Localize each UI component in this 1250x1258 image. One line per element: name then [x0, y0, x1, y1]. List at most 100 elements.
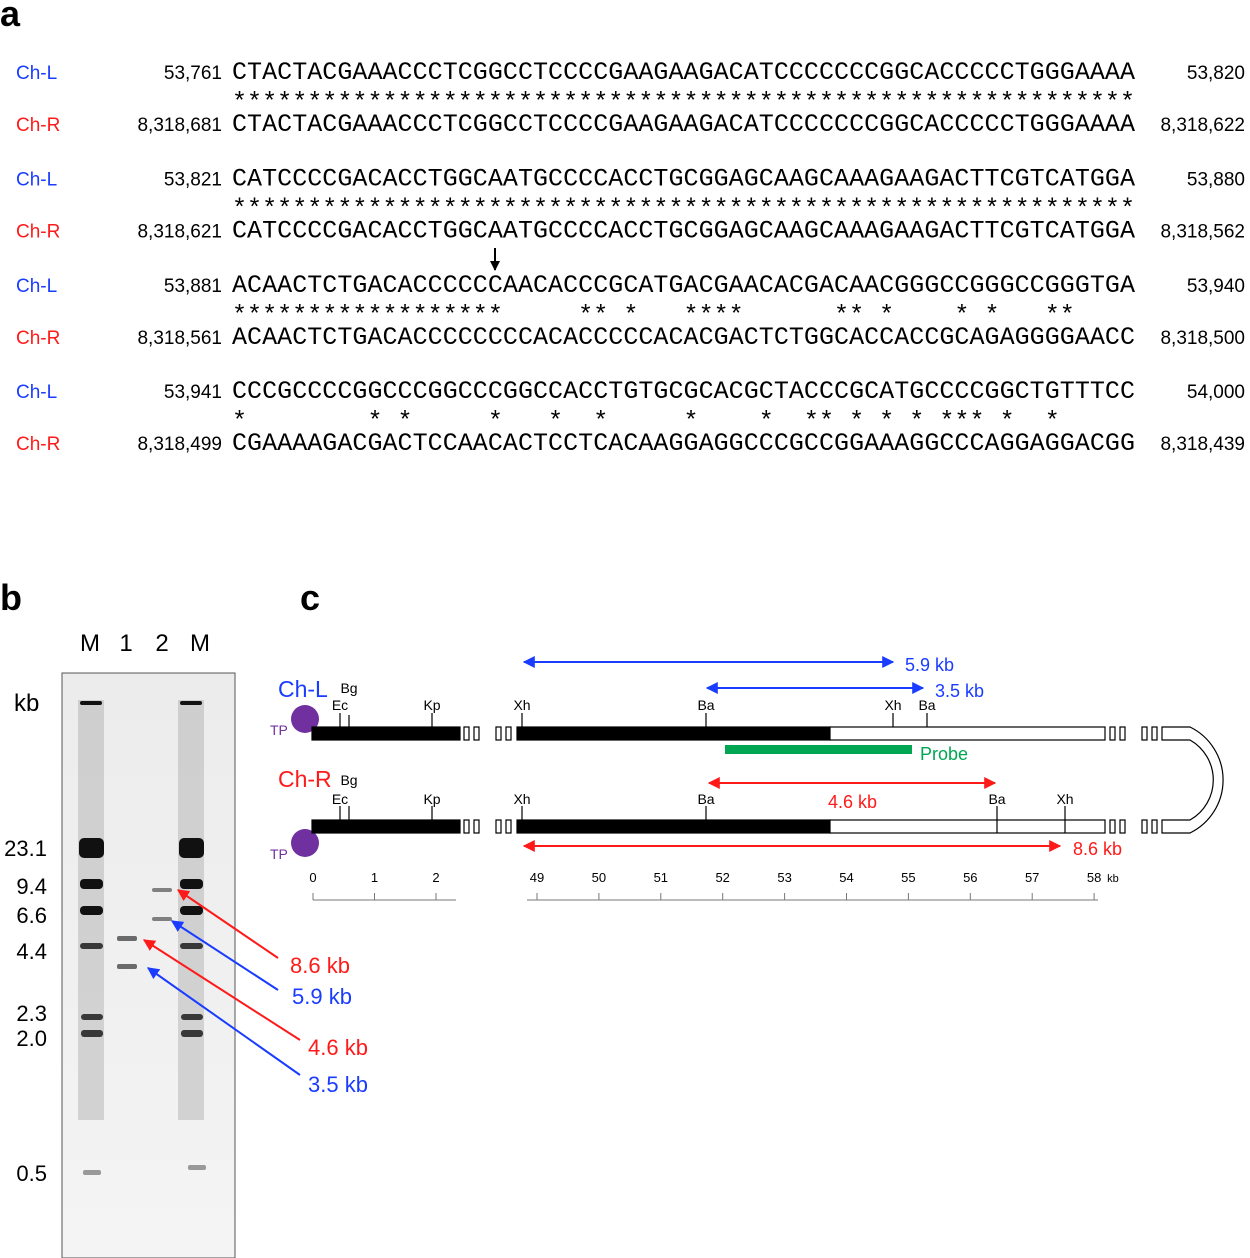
arrow [147, 967, 301, 1076]
arrow [170, 920, 279, 991]
site-label: Ec [332, 791, 348, 807]
scale-label: 56 [963, 870, 977, 885]
scale-label: 0 [309, 870, 316, 885]
marker-size: 0.5 [16, 1161, 47, 1186]
scale-unit: kb [1107, 873, 1119, 885]
tp-label: TP [270, 722, 288, 738]
lane-label: 2 [155, 630, 168, 657]
site-label: Ba [918, 697, 935, 713]
site-label: Kp [423, 697, 440, 713]
panel-label: a [0, 0, 21, 34]
site-label: Xh [884, 697, 901, 713]
sequence: ACAACTCTGACACCCCCCAACACCCGCATGACGAACACGA… [232, 271, 1135, 300]
fragment-label: 8.6 kb [1073, 839, 1122, 859]
position: 8,318,500 [1160, 328, 1245, 349]
chromosome-label: Ch-L [16, 276, 57, 297]
site-label: Ba [988, 791, 1005, 807]
marker-size: 6.6 [16, 903, 47, 928]
site-label: Bg [340, 680, 357, 696]
fragment-label: 3.5 kb [935, 681, 984, 701]
match-line: ****************** ** * **** ** * * * ** [232, 301, 1135, 330]
chromosome-label: Ch-L [16, 169, 57, 190]
chromosome-label: Ch-L [16, 382, 57, 403]
scale-label: 55 [901, 870, 915, 885]
position: 8,318,681 [137, 115, 222, 136]
panel-c: c 5.9 kb 3.5 kb 4.6 kb 8.6 kb Ch-L Ch-R … [270, 577, 1224, 901]
chromosome-label: Ch-R [16, 115, 60, 136]
unit-label: kb [14, 690, 39, 717]
position: 53,940 [1187, 276, 1245, 297]
annotation: 3.5 kb [308, 1072, 368, 1097]
gel-bands [78, 700, 206, 1175]
tp-circle [291, 829, 319, 857]
sequence: CATCCCCGACACCTGGCAATGCCCCACCTGCGGAGCAAGC… [232, 216, 1135, 245]
position: 8,318,499 [137, 434, 222, 455]
scale-label: 51 [654, 870, 668, 885]
site-label: Xh [513, 697, 530, 713]
chromosome-label: Ch-R [278, 766, 332, 792]
position: 8,318,621 [137, 221, 222, 242]
fragment-label: 4.6 kb [828, 792, 877, 812]
match-line: ****************************************… [232, 88, 1135, 117]
position: 53,820 [1187, 63, 1245, 84]
fragment-label: 5.9 kb [905, 655, 954, 675]
arrow [142, 939, 301, 1041]
tp-label: TP [270, 846, 288, 862]
scale-label: 1 [371, 870, 378, 885]
position: 53,881 [164, 276, 222, 297]
site-label: Xh [513, 791, 530, 807]
gel [61, 672, 236, 1258]
position: 53,761 [164, 63, 222, 84]
panel-label: c [300, 577, 320, 618]
site-label: Xh [1056, 791, 1073, 807]
sequence: CCCGCCCCGGCCCGGCCCGGCCACCTGTGCGCACGCTACC… [232, 377, 1135, 406]
position: 53,880 [1187, 169, 1245, 190]
scale-label: 58 [1087, 870, 1101, 885]
chromosome-label: Ch-L [16, 63, 57, 84]
match-line: ****************************************… [232, 194, 1135, 223]
marker-size: 2.0 [16, 1026, 47, 1051]
sequence: CATCCCCGACACCTGGCAATGCCCCACCTGCGGAGCAAGC… [232, 164, 1135, 193]
site-label: Ba [697, 791, 714, 807]
scale-label: 53 [777, 870, 791, 885]
arrow [177, 889, 279, 959]
scale-label: 2 [432, 870, 439, 885]
position: 53,821 [164, 169, 222, 190]
scale-label: 57 [1025, 870, 1039, 885]
tp-circle [291, 705, 319, 733]
scale-label: 54 [839, 870, 853, 885]
position: 8,318,561 [137, 328, 222, 349]
scale: 0 1 2 49 50 51 52 53 54 55 56 57 58 kb [309, 870, 1119, 901]
annotation: 5.9 kb [292, 984, 352, 1009]
panel-a: a Ch-L 53,761 CTACTACGAAACCCTCGGCCTCCCCGAA… [0, 0, 1245, 458]
sequence: CTACTACGAAACCCTCGGCCTCCCCGAAGAAGACATCCCC… [232, 110, 1135, 139]
scale-label: 50 [592, 870, 606, 885]
site-label: Ba [697, 697, 714, 713]
sequence: CGAAAAGACGACTCCAACACTCCTCACAAGGAGGCCCGCC… [232, 429, 1135, 458]
site-label: Kp [423, 791, 440, 807]
marker-size: 2.3 [16, 1001, 47, 1026]
chromosome-label: Ch-R [16, 328, 60, 349]
position: 54,000 [1187, 382, 1245, 403]
position: 8,318,622 [1160, 115, 1245, 136]
chromosome-label: Ch-R [16, 434, 60, 455]
position: 8,318,562 [1160, 221, 1245, 242]
panel-b: b M 1 2 M kb 23.1 9.4 6.6 4.4 2.3 2.0 0.… [0, 577, 368, 1258]
scale-label: 49 [530, 870, 544, 885]
marker-size: 9.4 [16, 874, 47, 899]
panel-label: b [0, 577, 22, 618]
annotation: 4.6 kb [308, 1035, 368, 1060]
site-label: Bg [340, 772, 357, 788]
marker-size: 4.4 [16, 939, 47, 964]
lane-label: 1 [119, 630, 132, 657]
position: 8,318,439 [1160, 434, 1245, 455]
position: 53,941 [164, 382, 222, 403]
annotation: 8.6 kb [290, 953, 350, 978]
sequence: CTACTACGAAACCCTCGGCCTCCCCGAAGAAGACATCCCC… [232, 58, 1135, 87]
marker-size: 23.1 [4, 836, 47, 861]
chromosomes [311, 713, 1224, 834]
probe-label: Probe [920, 744, 968, 764]
chromosome-label: Ch-L [278, 676, 328, 702]
scale-label: 52 [715, 870, 729, 885]
